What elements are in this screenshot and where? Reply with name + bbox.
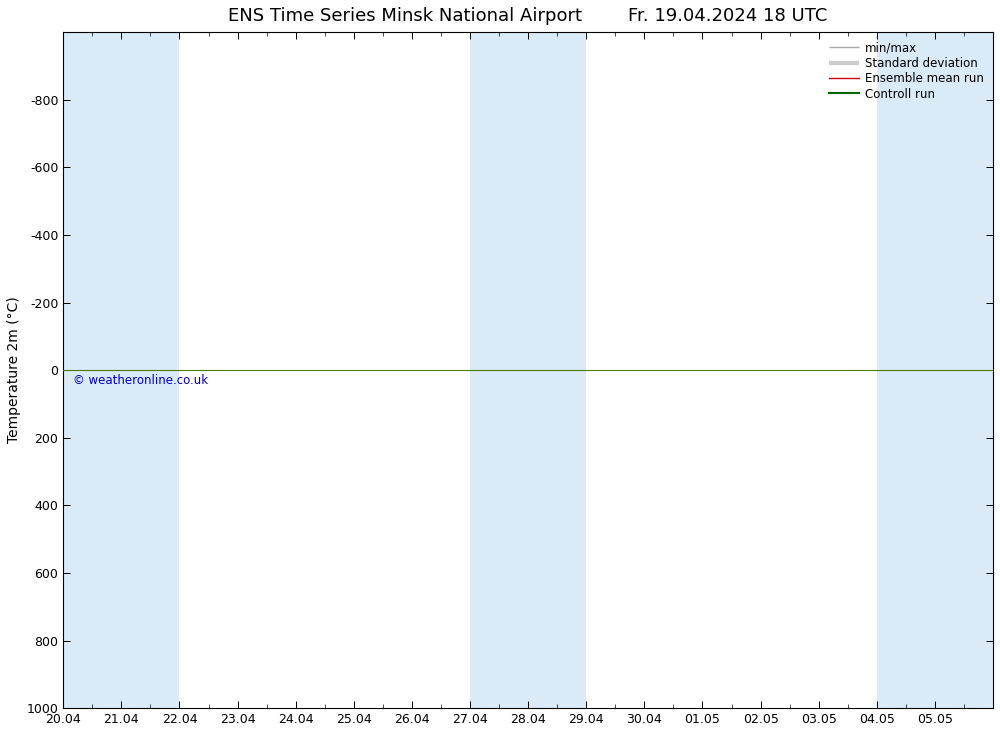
Bar [470,32,586,708]
Bar [877,32,993,708]
Text: © weatheronline.co.uk: © weatheronline.co.uk [73,374,208,386]
Y-axis label: Temperature 2m (°C): Temperature 2m (°C) [7,297,21,443]
Title: ENS Time Series Minsk National Airport        Fr. 19.04.2024 18 UTC: ENS Time Series Minsk National Airport F… [228,7,828,25]
Bar [63,32,179,708]
Legend: min/max, Standard deviation, Ensemble mean run, Controll run: min/max, Standard deviation, Ensemble me… [826,38,987,104]
